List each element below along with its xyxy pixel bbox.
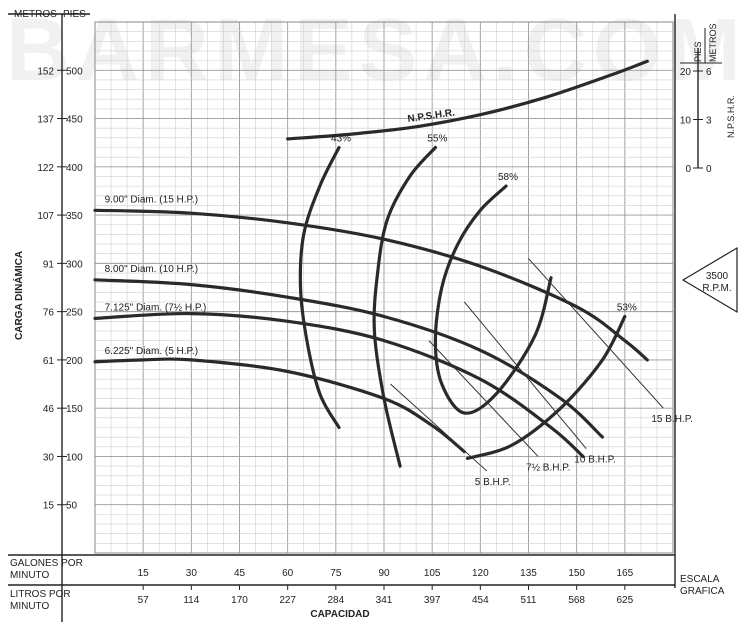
efficiency-curve bbox=[433, 184, 553, 415]
head-curve-label: 7.125" Diam. (7½ H.P.) bbox=[105, 302, 207, 313]
y-tick-label-metros: 122 bbox=[37, 163, 54, 174]
x-tick-label-lpm: 57 bbox=[138, 595, 150, 606]
bhp-label: 7½ B.H.P. bbox=[526, 462, 570, 473]
efficiency-label: 58% bbox=[498, 172, 518, 183]
x-tick-label-gpm: 135 bbox=[520, 568, 537, 579]
x-tick-label-gpm: 60 bbox=[282, 568, 294, 579]
y-tick-label-metros: 46 bbox=[43, 404, 55, 415]
x-tick-label-gpm: 165 bbox=[616, 568, 633, 579]
lpm-label-line2: MINUTO bbox=[10, 601, 49, 612]
head-curve bbox=[93, 208, 649, 362]
y-tick-label-metros: 76 bbox=[43, 308, 55, 319]
y-tick-label-feet: 50 bbox=[66, 501, 78, 512]
y-tick-label-metros: 30 bbox=[43, 452, 55, 463]
head-curve-label: 6.225" Diam. (5 H.P.) bbox=[105, 346, 198, 357]
x-tick-label-gpm: 105 bbox=[424, 568, 441, 579]
y-tick-label-feet: 100 bbox=[66, 452, 83, 463]
y-tick-label-metros: 107 bbox=[37, 211, 54, 222]
npshr-axis-title: N.P.S.H.R. bbox=[726, 95, 736, 138]
speed-triangle bbox=[681, 246, 738, 314]
lpm-label-line1: LITROS POR bbox=[10, 589, 71, 600]
y-tick-label-feet: 350 bbox=[66, 211, 83, 222]
speed-label-line2: R.P.M. bbox=[702, 283, 731, 294]
efficiency-label: 55% bbox=[427, 134, 447, 145]
bhp-label: 10 B.H.P. bbox=[574, 455, 616, 466]
efficiency-curve bbox=[372, 145, 437, 468]
y-tick-label-metros: 91 bbox=[43, 259, 55, 270]
x-tick-label-lpm: 454 bbox=[472, 595, 489, 606]
head-curve bbox=[93, 311, 585, 459]
y-tick-label-feet: 200 bbox=[66, 356, 83, 367]
npshr-metros-label: METROS bbox=[708, 23, 718, 62]
bhp-line bbox=[390, 383, 488, 472]
y-tick-label-metros: 152 bbox=[37, 66, 54, 77]
head-curve bbox=[93, 278, 604, 439]
x-tick-label-lpm: 625 bbox=[616, 595, 633, 606]
escala-label-line1: ESCALA bbox=[680, 574, 720, 585]
x-tick-label-gpm: 90 bbox=[378, 568, 390, 579]
x-tick-label-gpm: 15 bbox=[138, 568, 150, 579]
head-curve-label: 8.00" Diam. (10 H.P.) bbox=[105, 264, 198, 275]
left-axis-pies-label: PIES bbox=[63, 9, 86, 20]
y-tick-label-metros: 15 bbox=[43, 501, 55, 512]
x-tick-label-gpm: 30 bbox=[186, 568, 198, 579]
head-curve bbox=[93, 357, 466, 454]
y-tick-label-feet: 250 bbox=[66, 308, 83, 319]
x-tick-label-gpm: 150 bbox=[568, 568, 585, 579]
head-curve-label: 9.00" Diam. (15 H.P.) bbox=[105, 194, 198, 205]
x-tick-label-lpm: 114 bbox=[183, 595, 199, 606]
plot-frame bbox=[94, 21, 674, 554]
axes bbox=[8, 13, 738, 622]
y-tick-label-feet: 400 bbox=[66, 163, 83, 174]
y-tick-label-feet: 150 bbox=[66, 404, 83, 415]
x-tick-label-gpm: 75 bbox=[330, 568, 342, 579]
x-tick-label-lpm: 227 bbox=[279, 595, 296, 606]
x-tick-label-gpm: 45 bbox=[234, 568, 246, 579]
y-tick-label-feet: 300 bbox=[66, 259, 83, 270]
efficiency-curve bbox=[298, 145, 341, 430]
left-axis-metros-label: METROS bbox=[14, 9, 57, 20]
bhp-line bbox=[528, 258, 664, 409]
x-tick-label-lpm: 397 bbox=[424, 595, 441, 606]
efficiency-label: 43% bbox=[331, 134, 351, 145]
npshr-pies-label: PIES bbox=[693, 41, 703, 62]
bhp-label: 15 B.H.P. bbox=[651, 414, 693, 425]
y-tick-label-feet: 450 bbox=[66, 115, 83, 126]
x-tick-label-lpm: 170 bbox=[231, 595, 248, 606]
bhp-label: 5 B.H.P. bbox=[475, 477, 511, 488]
efficiency-curve bbox=[465, 314, 627, 460]
npshr-tick-pies: 0 bbox=[685, 164, 691, 175]
x-tick-label-lpm: 568 bbox=[568, 595, 585, 606]
npshr-tick-metros: 3 bbox=[706, 116, 712, 127]
y-axis-title: CARGA DINÁMICA bbox=[12, 251, 25, 340]
x-axis-title: CAPACIDAD bbox=[310, 609, 369, 620]
escala-label-line2: GRAFICA bbox=[680, 586, 725, 597]
bhp-line bbox=[463, 301, 587, 450]
y-tick-label-feet: 500 bbox=[66, 66, 83, 77]
npshr-tick-metros: 0 bbox=[706, 164, 712, 175]
npshr-tick-pies: 10 bbox=[680, 116, 692, 127]
watermark: BARMESA.COM bbox=[6, 0, 739, 99]
gpm-label-line2: MINUTO bbox=[10, 570, 49, 581]
npshr-tick-metros: 6 bbox=[706, 67, 712, 78]
grid bbox=[94, 21, 674, 554]
y-tick-label-metros: 61 bbox=[43, 356, 55, 367]
x-tick-label-lpm: 284 bbox=[327, 595, 344, 606]
efficiency-label: 53% bbox=[617, 302, 637, 313]
bhp-line bbox=[428, 340, 539, 457]
speed-label-line1: 3500 bbox=[706, 271, 729, 282]
gpm-label-line1: GALONES POR bbox=[10, 558, 83, 569]
x-tick-label-lpm: 341 bbox=[376, 595, 393, 606]
npshr-curve bbox=[286, 59, 649, 141]
x-tick-label-lpm: 511 bbox=[521, 595, 537, 606]
npshr-tick-pies: 20 bbox=[680, 67, 692, 78]
curves bbox=[93, 59, 664, 472]
y-tick-label-metros: 137 bbox=[37, 115, 54, 126]
x-tick-label-gpm: 120 bbox=[472, 568, 489, 579]
